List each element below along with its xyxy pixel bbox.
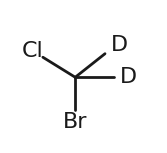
Text: Cl: Cl: [22, 41, 43, 61]
Text: D: D: [120, 67, 137, 87]
Text: Br: Br: [63, 112, 88, 132]
Text: D: D: [111, 35, 128, 55]
